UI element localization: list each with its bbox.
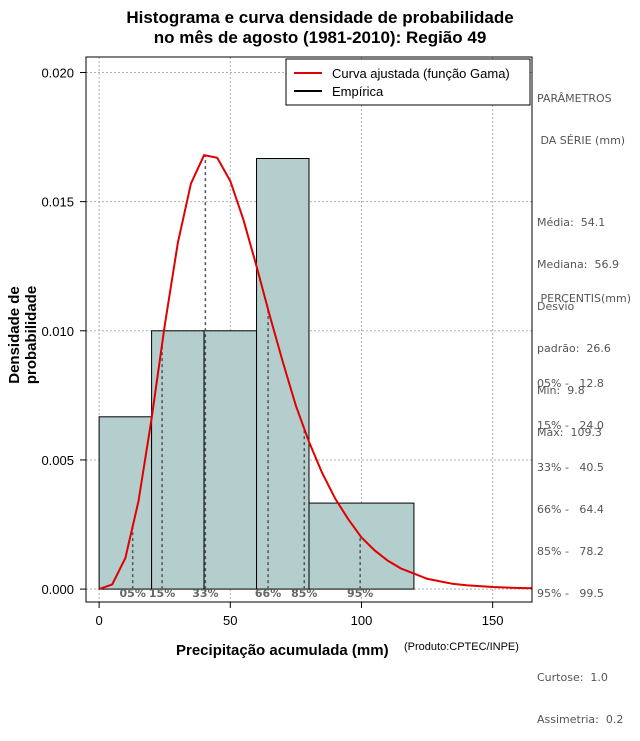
stat-curtose: Curtose: 1.0	[537, 671, 608, 684]
percentile-85: 85% - 78.2	[537, 545, 604, 558]
product-credit: (Produto:CPTEC/INPE)	[404, 641, 519, 653]
legend: Curva ajustada (função Gama) Empírica	[285, 58, 531, 106]
percentile-label: 15%	[149, 587, 175, 600]
series-parameters-panel: PARÂMETROS DA SÉRIE (mm) Média: 54.1 Med…	[537, 64, 625, 454]
percentile-05: 05% - 12.8	[537, 377, 604, 390]
chart-title: Histograma e curva densidade de probabil…	[0, 8, 640, 48]
param-desvio-2: padrão: 26.6	[537, 342, 611, 355]
x-axis-label: Precipitação acumulada (mm)	[176, 642, 389, 659]
percentile-lines: 05% 15% 33% 66% 85% 95%	[120, 155, 373, 600]
chart-title-line1: Histograma e curva densidade de probabil…	[126, 8, 514, 27]
x-tick-label: 50	[223, 613, 237, 628]
fitted-gamma-curve	[98, 154, 533, 591]
x-tick-label: 150	[482, 613, 504, 628]
plot-frame	[85, 56, 533, 603]
histogram-bar	[98, 416, 153, 590]
percentile-15: 15% - 24.0	[537, 419, 604, 432]
x-tick-label: 0	[96, 613, 103, 628]
histogram-bar	[308, 502, 415, 590]
y-tick-label: 0.020	[41, 65, 74, 80]
percentis-title: PERCENTIS(mm)	[537, 292, 631, 305]
param-min: Mín: 9.8	[537, 384, 585, 397]
y-tick-label: 0.005	[41, 453, 74, 468]
axes: 0 50 100 150 0.000 0.005 0.010 0.015 0.020	[41, 65, 503, 628]
fitted-curve-layer	[98, 154, 533, 591]
legend-label-fitted: Curva ajustada (função Gama)	[332, 66, 510, 81]
percentile-95: 95% - 99.5	[537, 587, 604, 600]
histogram-bar	[256, 158, 310, 590]
params-title-1: PARÂMETROS	[537, 92, 612, 105]
grid-layer	[86, 57, 532, 602]
histogram-bar	[203, 330, 258, 590]
y-axis-label: Densidade de probabilidade	[6, 285, 40, 385]
histogram-bars	[98, 158, 415, 590]
y-tick-label: 0.015	[41, 195, 74, 210]
legend-label-empirical: Empírica	[332, 84, 384, 99]
histogram-chart: 05% 15% 33% 66% 85% 95% 0 50 100 150 0.000 0.005 0.…	[41, 56, 533, 628]
percentile-label: 05%	[120, 587, 146, 600]
percentile-label: 95%	[347, 587, 373, 600]
x-tick-label: 100	[351, 613, 373, 628]
stat-assimetria: Assimetria: 0.2	[537, 713, 624, 726]
chart-title-line2: no mês de agosto (1981-2010): Região 49	[153, 28, 487, 47]
percentile-label: 85%	[291, 587, 317, 600]
percentile-label: 33%	[192, 587, 218, 600]
percentile-66: 66% - 64.4	[537, 503, 604, 516]
param-media: Média: 54.1	[537, 216, 606, 229]
param-mediana: Mediana: 56.9	[537, 258, 619, 271]
legend-box	[285, 58, 531, 106]
histogram-bar	[151, 330, 205, 590]
y-tick-label: 0.000	[41, 582, 74, 597]
percentile-label: 66%	[255, 587, 281, 600]
y-tick-label: 0.010	[41, 324, 74, 339]
params-title-2: DA SÉRIE (mm)	[537, 134, 626, 147]
percentile-33: 33% - 40.5	[537, 461, 604, 474]
param-max: Máx: 109.3	[537, 426, 602, 439]
param-desvio-1: Desvio	[537, 300, 575, 313]
percentiles-panel: PERCENTIS(mm) 05% - 12.8 15% - 24.0 33% …	[537, 264, 631, 741]
